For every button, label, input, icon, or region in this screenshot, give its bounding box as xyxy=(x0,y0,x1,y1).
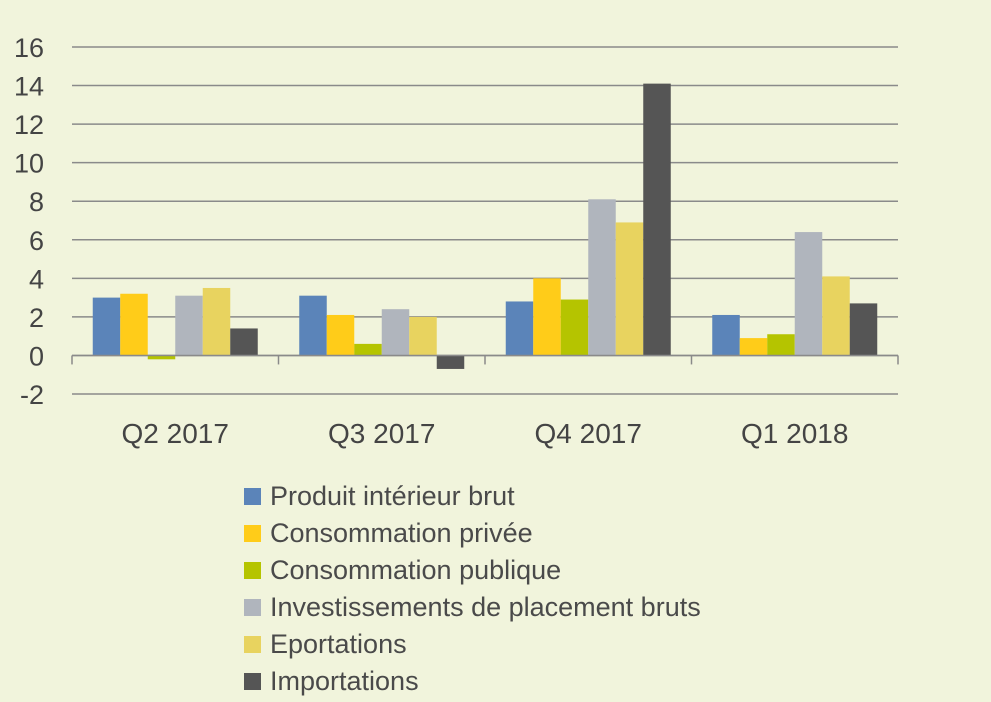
bar xyxy=(560,299,589,356)
bar xyxy=(712,314,740,356)
y-tick-label: -2 xyxy=(20,380,44,410)
bar xyxy=(299,295,327,356)
legend-item-importations: Importations xyxy=(244,663,701,700)
y-tick-label: 12 xyxy=(14,110,44,140)
bar xyxy=(120,293,148,356)
bar xyxy=(230,328,258,356)
legend-swatch xyxy=(244,488,261,505)
bar xyxy=(436,355,465,369)
legend-swatch xyxy=(244,562,261,579)
bar xyxy=(822,276,850,356)
y-tick-label: 16 xyxy=(14,33,44,63)
legend-swatch xyxy=(244,525,261,542)
bar xyxy=(767,334,795,356)
bar xyxy=(381,309,410,356)
y-tick-label: 6 xyxy=(29,226,44,256)
bar xyxy=(505,301,534,356)
bar xyxy=(147,355,176,360)
bar xyxy=(615,222,644,356)
bar xyxy=(849,303,878,356)
bar xyxy=(175,295,203,356)
legend-item-consommation-publique: Consommation publique xyxy=(244,552,701,589)
bar xyxy=(326,314,355,356)
legend-item-investissements: Investissements de placement bruts xyxy=(244,589,701,626)
legend-swatch xyxy=(244,599,261,616)
legend-label: Importations xyxy=(270,666,419,696)
bar xyxy=(739,338,768,356)
bar-chart: -2 0 2 4 6 8 10 12 14 16 Q2 2017 Q3 2017 Q4 2017 Q1 2… xyxy=(14,33,899,449)
y-tick-label: 8 xyxy=(29,187,44,217)
bar xyxy=(202,287,231,356)
bar xyxy=(643,83,671,356)
legend-label: Consommation publique xyxy=(270,555,562,585)
legend-swatch xyxy=(244,673,261,690)
bar xyxy=(533,278,561,356)
y-tick-label: 14 xyxy=(14,72,44,102)
legend-swatch xyxy=(244,636,261,653)
bar xyxy=(794,232,823,356)
y-tick-label: 2 xyxy=(29,303,44,333)
y-tick-label: 4 xyxy=(29,264,44,294)
legend: Produit intérieur brut Consommation priv… xyxy=(244,478,701,700)
legend-item-consommation-privee: Consommation privée xyxy=(244,515,701,552)
y-tick-label: 10 xyxy=(14,149,44,179)
x-tick-label: Q1 2018 xyxy=(741,418,848,449)
y-tick-label: 0 xyxy=(29,341,44,371)
legend-label: Eportations xyxy=(270,629,407,659)
legend-item-eportations: Eportations xyxy=(244,626,701,663)
x-tick-label: Q2 2017 xyxy=(122,418,229,449)
legend-label: Investissements de placement bruts xyxy=(270,592,701,622)
x-tick-label: Q3 2017 xyxy=(328,418,435,449)
bar xyxy=(354,343,382,356)
bar xyxy=(92,297,121,356)
legend-item-produit-interieur-brut: Produit intérieur brut xyxy=(244,478,701,515)
x-tick-label: Q4 2017 xyxy=(535,418,642,449)
chart-area: -2 0 2 4 6 8 10 12 14 16 Q2 2017 Q3 2017 Q4 2017 Q1 2… xyxy=(14,33,899,449)
legend-label: Consommation privée xyxy=(270,518,533,548)
bar xyxy=(588,199,616,356)
legend-label: Produit intérieur brut xyxy=(270,481,515,511)
bar xyxy=(409,316,437,356)
